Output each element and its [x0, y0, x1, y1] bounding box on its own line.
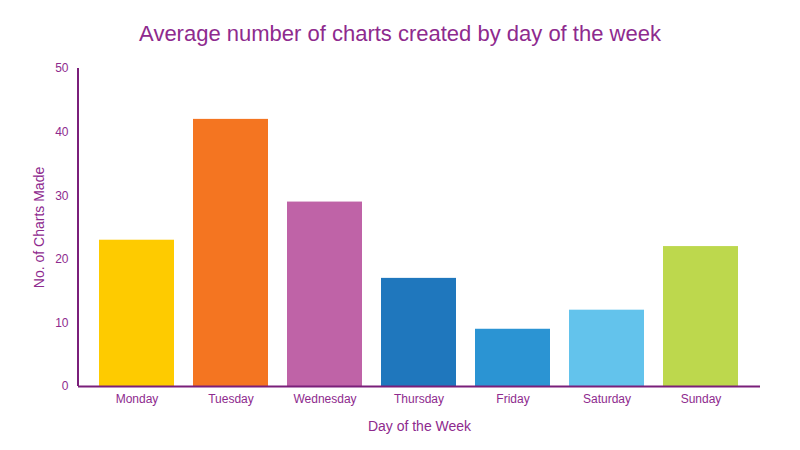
svg-text:Sunday: Sunday	[681, 392, 722, 406]
svg-text:Wednesday: Wednesday	[293, 392, 356, 406]
svg-text:Day of the Week: Day of the Week	[368, 418, 472, 434]
svg-text:Monday: Monday	[116, 392, 159, 406]
svg-text:Tuesday: Tuesday	[208, 392, 254, 406]
svg-text:No. of Charts Made: No. of Charts Made	[31, 167, 47, 289]
svg-text:50: 50	[55, 61, 69, 75]
svg-text:20: 20	[55, 252, 69, 266]
svg-text:Friday: Friday	[496, 392, 529, 406]
svg-text:30: 30	[55, 189, 69, 203]
svg-text:0: 0	[62, 379, 69, 393]
html-text:Average number of charts creat: Average number of charts created by day …	[139, 21, 661, 46]
svg-text:40: 40	[55, 125, 69, 139]
svg-text:Saturday: Saturday	[583, 392, 631, 406]
svg-text:10: 10	[55, 316, 69, 330]
svg-text:Thursday: Thursday	[394, 392, 444, 406]
